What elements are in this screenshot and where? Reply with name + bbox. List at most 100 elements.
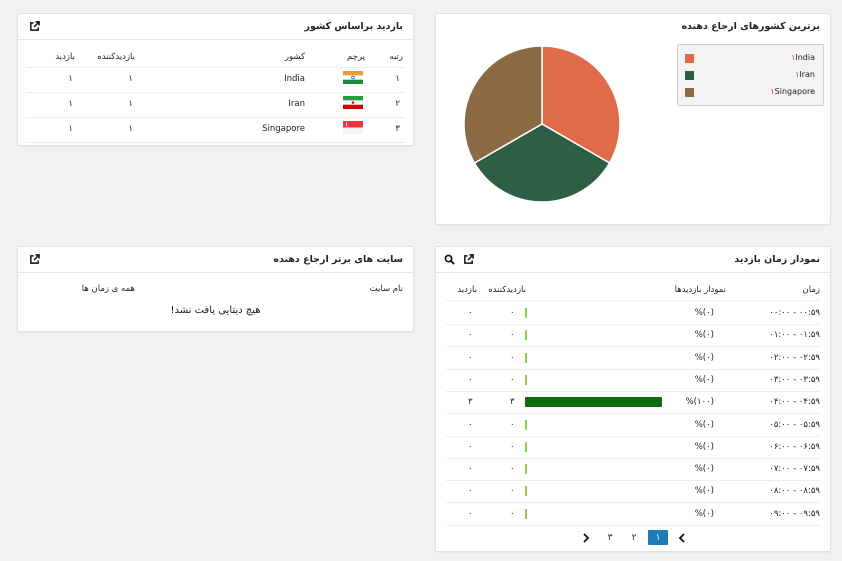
row-divider — [446, 502, 820, 504]
panel-header: سایت های برتر ارجاع دهنده — [18, 247, 413, 273]
visit-bar-fill — [525, 419, 527, 430]
legend-swatch — [685, 54, 694, 63]
pie-slice-india[interactable] — [541, 45, 621, 165]
top-sites-panel: سایت های برتر ارجاع دهنده نام سایت همه ی… — [17, 246, 414, 332]
top-countries-panel: برترین کشورهای ارجاع دهنده ۱India ۱Iran ۱S… — [435, 13, 831, 225]
row-divider — [446, 346, 820, 348]
time-cell: ۰۰:۰۰ - ۰۰:۵۹ — [769, 308, 820, 318]
table-row: ۰۹:۰۰ - ۰۹:۵۹ %(۰) ۰ ۰ — [436, 504, 830, 526]
external-link-icon[interactable] — [462, 253, 475, 266]
row-divider — [446, 324, 820, 325]
visit-bar — [525, 419, 665, 430]
visitors-cell: ۰ — [510, 308, 515, 318]
legend-count: ۱ — [770, 87, 775, 96]
flag-iran-icon — [343, 96, 363, 109]
panel-header: برترین کشورهای ارجاع دهنده — [436, 14, 830, 40]
legend-country: India — [795, 53, 815, 62]
visitors-cell: ۱ — [128, 124, 133, 134]
table-row: ۰۳:۰۰ - ۰۳:۵۹ %(۰) ۰ ۰ — [436, 370, 830, 392]
table-row: ۰۷:۰۰ - ۰۷:۵۹ %(۰) ۰ ۰ — [436, 459, 830, 482]
percent-cell: %(۰) — [694, 464, 714, 475]
panel-header: نمودار زمان بازدید — [436, 247, 830, 273]
row-divider — [26, 117, 405, 118]
col-site-name: نام سایت — [369, 284, 403, 294]
country-cell: India — [284, 74, 305, 84]
visit-bar — [525, 308, 665, 318]
visitors-cell: ۰ — [510, 352, 515, 363]
panel-title: بازدید براساس کشور — [304, 21, 403, 32]
prev-page-icon[interactable] — [672, 530, 692, 545]
visit-bar-fill — [525, 330, 527, 341]
visit-bar-fill — [525, 441, 527, 452]
visitors-cell: ۰ — [510, 374, 515, 385]
visit-bar — [525, 486, 665, 497]
row-divider — [446, 413, 820, 415]
visits-cell: ۰ — [468, 308, 473, 318]
time-cell: ۰۹:۰۰ - ۰۹:۵۹ — [769, 508, 820, 519]
legend-count: ۱ — [795, 70, 800, 79]
page-button-2[interactable]: ۲ — [631, 532, 637, 543]
panel-header: بازدید براساس کشور — [18, 14, 413, 40]
table-row: ۰۵:۰۰ - ۰۵:۵۹ %(۰) ۰ ۰ — [436, 415, 830, 437]
visitors-cell: ۰ — [510, 464, 515, 475]
table-row: ۰۱:۰۰ - ۰۱:۵۹ %(۰) ۰ ۰ — [436, 325, 830, 348]
time-cell: ۰۶:۰۰ - ۰۶:۵۹ — [769, 441, 820, 452]
row-divider — [446, 435, 820, 437]
row-divider — [446, 524, 820, 526]
col-time: زمان — [802, 285, 821, 295]
page-button-1[interactable]: ۱ — [648, 530, 668, 545]
visit-bar-fill — [525, 508, 527, 519]
col-visits: بازدید — [457, 285, 477, 295]
visit-bar-fill — [525, 464, 527, 475]
time-chart-panel: نمودار زمان بازدید زمان نمودار بازدیدها … — [435, 246, 831, 552]
percent-cell: %(۰) — [694, 352, 714, 363]
external-link-icon[interactable] — [28, 253, 41, 266]
flag-singapore-icon — [343, 121, 363, 134]
visits-cell: ۰ — [468, 419, 473, 430]
visit-bar — [525, 397, 665, 408]
pie-slice-iran[interactable] — [473, 123, 611, 203]
search-icon[interactable] — [443, 253, 456, 266]
legend-label: ۱Iran — [792, 70, 815, 79]
legend-country: Singapore — [774, 87, 815, 96]
table-row: ۳ Singapore ۱ ۱ — [18, 121, 413, 141]
country-cell: Iran — [288, 99, 305, 109]
visitors-cell: ۰ — [510, 419, 515, 430]
chart-legend: ۱India ۱Iran ۱Singapore — [677, 44, 824, 106]
external-link-icon[interactable] — [28, 20, 41, 33]
visitors-cell: ۰ — [510, 486, 515, 497]
time-cell: ۰۸:۰۰ - ۰۸:۵۹ — [769, 486, 820, 497]
visit-bar — [525, 464, 665, 475]
col-country: کشور — [284, 52, 305, 62]
row-divider — [446, 368, 820, 370]
flag-india-icon — [343, 71, 363, 84]
legend-item[interactable]: ۱India — [678, 52, 823, 66]
page-button-3[interactable]: ۳ — [607, 532, 613, 543]
percent-cell: %(۰) — [694, 419, 714, 430]
legend-country: Iran — [799, 70, 815, 79]
percent-cell: %(۰) — [694, 374, 714, 385]
visits-cell: ۱ — [68, 124, 73, 134]
col-all-time: همه ی زمان ها — [81, 284, 135, 294]
visits-cell: ۱ — [68, 74, 73, 84]
time-cell: ۰۷:۰۰ - ۰۷:۵۹ — [769, 464, 820, 475]
next-page-icon[interactable] — [576, 530, 596, 545]
pie-chart — [463, 45, 621, 203]
divider — [446, 300, 820, 301]
table-row: ۱ India ۱ ۱ — [18, 71, 413, 91]
rank-cell: ۱ — [395, 74, 400, 84]
visits-cell: ۳ — [468, 397, 473, 408]
visitors-cell: ۳ — [510, 397, 515, 408]
percent-cell: %(۱۰۰) — [685, 397, 714, 408]
time-cell: ۰۱:۰۰ - ۰۱:۵۹ — [769, 330, 820, 341]
legend-item[interactable]: ۱Singapore — [678, 86, 823, 100]
visits-cell: ۰ — [468, 486, 473, 497]
legend-item[interactable]: ۱Iran — [678, 69, 823, 83]
visits-cell: ۰ — [468, 464, 473, 475]
pie-slice-singapore[interactable] — [463, 45, 543, 165]
visits-cell: ۰ — [468, 374, 473, 385]
percent-cell: %(۰) — [694, 441, 714, 452]
table-row: ۰۴:۰۰ - ۰۴:۵۹ %(۱۰۰) ۳ ۳ — [436, 392, 830, 415]
visitors-cell: ۰ — [510, 441, 515, 452]
visit-bar — [525, 352, 665, 363]
